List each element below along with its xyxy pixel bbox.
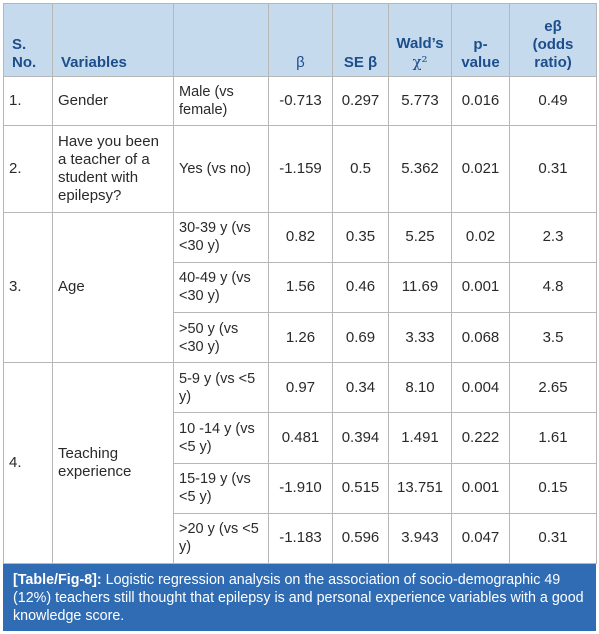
- row-se: 0.35: [332, 211, 389, 263]
- row-reference: 30-39 y (vs <30 y): [173, 211, 269, 263]
- row-reference: Yes (vs no): [173, 125, 269, 213]
- row-se: 0.69: [332, 311, 389, 364]
- row-odds-ratio: 2.3: [509, 211, 597, 263]
- row-beta: -1.183: [268, 512, 333, 565]
- row-sno: 4.: [3, 362, 53, 564]
- row-se: 0.46: [332, 261, 389, 313]
- table-header-row: S. No. Variables β SE β Wald’s χ² p-value …: [3, 3, 597, 77]
- row-wald: 5.773: [388, 75, 452, 127]
- row-beta: 1.26: [268, 311, 333, 364]
- row-pvalue: 0.001: [451, 261, 510, 313]
- row-se: 0.394: [332, 412, 389, 464]
- table-row: 2. Have you been a teacher of a student …: [3, 125, 597, 213]
- row-wald: 3.33: [388, 311, 452, 364]
- row-variable: Have you been a teacher of a student wit…: [52, 125, 174, 213]
- row-odds-ratio: 0.49: [509, 75, 597, 127]
- header-sno: S. No.: [3, 3, 53, 77]
- row-se: 0.596: [332, 512, 389, 565]
- row-wald: 11.69: [388, 261, 452, 313]
- row-odds-ratio: 3.5: [509, 311, 597, 364]
- header-variables: Variables: [52, 3, 174, 77]
- row-wald: 1.491: [388, 412, 452, 464]
- row-wald: 5.25: [388, 211, 452, 263]
- row-beta: -1.910: [268, 462, 333, 514]
- caption-label: [Table/Fig-8]:: [13, 572, 102, 588]
- table-row: 10 -14 y (vs <5 y) 0.481 0.394 1.491 0.2…: [4, 412, 597, 464]
- row-se: 0.34: [332, 362, 389, 414]
- row-pvalue: 0.001: [451, 462, 510, 514]
- row-se: 0.515: [332, 462, 389, 514]
- regression-table: S. No. Variables β SE β Wald’s χ² p-value …: [3, 3, 597, 565]
- row-reference: 5-9 y (vs <5 y): [173, 362, 269, 414]
- row-beta: 0.481: [268, 412, 333, 464]
- row-sno: 1.: [3, 75, 53, 127]
- header-pvalue: p-value: [451, 3, 510, 77]
- row-variable: Teaching experience: [52, 362, 174, 564]
- header-blank: [173, 3, 269, 77]
- row-odds-ratio: 1.61: [509, 412, 597, 464]
- header-beta: β: [268, 3, 333, 77]
- table-row: 3. Age 30-39 y (vs <30 y) 0.82 0.35 5.25…: [3, 211, 597, 364]
- row-variable: Age: [52, 211, 174, 364]
- row-reference: 40-49 y (vs <30 y): [173, 261, 269, 313]
- row-pvalue: 0.016: [451, 75, 510, 127]
- row-beta: 1.56: [268, 261, 333, 313]
- row-variable: Gender: [52, 75, 174, 127]
- row-wald: 13.751: [388, 462, 452, 514]
- row-beta: -0.713: [268, 75, 333, 127]
- row-reference: Male (vs female): [173, 75, 269, 127]
- row-reference: >20 y (vs <5 y): [173, 512, 269, 565]
- row-pvalue: 0.068: [451, 311, 510, 364]
- row-beta: 0.82: [268, 211, 333, 263]
- row-sno: 2.: [3, 125, 53, 213]
- row-sno: 3.: [3, 211, 53, 364]
- row-beta: 0.97: [268, 362, 333, 414]
- row-reference: 15-19 y (vs <5 y): [173, 462, 269, 514]
- row-odds-ratio: 0.31: [509, 512, 597, 565]
- row-odds-ratio: 0.15: [509, 462, 597, 514]
- row-pvalue: 0.004: [451, 362, 510, 414]
- row-pvalue: 0.021: [451, 125, 510, 213]
- row-wald: 3.943: [388, 512, 452, 565]
- row-wald: 8.10: [388, 362, 452, 414]
- header-odds-ratio: eβ (odds ratio): [509, 3, 597, 77]
- row-pvalue: 0.02: [451, 211, 510, 263]
- table-row: 40-49 y (vs <30 y) 1.56 0.46 11.69 0.001…: [4, 261, 597, 313]
- table-row: 1. Gender Male (vs female) -0.713 0.297 …: [3, 75, 597, 127]
- row-odds-ratio: 0.31: [509, 125, 597, 213]
- row-wald: 5.362: [388, 125, 452, 213]
- table-caption: [Table/Fig-8]: Logistic regression analy…: [3, 564, 596, 631]
- table-row: >20 y (vs <5 y) -1.183 0.596 3.943 0.047…: [4, 512, 597, 565]
- row-beta: -1.159: [268, 125, 333, 213]
- row-reference: >50 y (vs <30 y): [173, 311, 269, 364]
- row-pvalue: 0.222: [451, 412, 510, 464]
- header-wald: Wald’s χ²: [388, 3, 452, 77]
- row-odds-ratio: 2.65: [509, 362, 597, 414]
- row-pvalue: 0.047: [451, 512, 510, 565]
- row-odds-ratio: 4.8: [509, 261, 597, 313]
- table-row: 15-19 y (vs <5 y) -1.910 0.515 13.751 0.…: [4, 462, 597, 514]
- row-se: 0.5: [332, 125, 389, 213]
- caption-text: Logistic regression analysis on the asso…: [13, 572, 584, 624]
- row-reference: 10 -14 y (vs <5 y): [173, 412, 269, 464]
- header-se-beta: SE β: [332, 3, 389, 77]
- table-row: 4. Teaching experience 5-9 y (vs <5 y) 0…: [3, 362, 597, 564]
- row-se: 0.297: [332, 75, 389, 127]
- table-row: >50 y (vs <30 y) 1.26 0.69 3.33 0.068 3.…: [4, 311, 597, 364]
